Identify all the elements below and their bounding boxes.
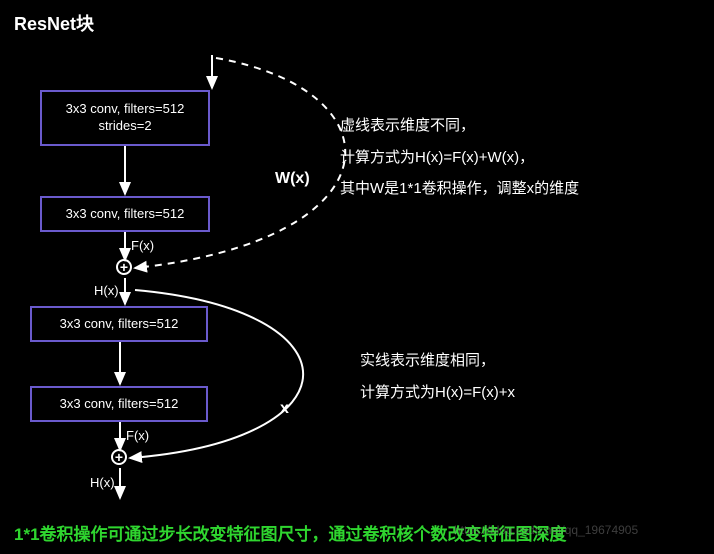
explanation-line: 实线表示维度相同，	[360, 345, 515, 377]
explanation-line: 计算方式为H(x)=F(x)+x	[360, 377, 515, 409]
explanation-dashed: 虚线表示维度不同，计算方式为H(x)=F(x)+W(x)，其中W是1*1卷积操作…	[340, 110, 579, 205]
skip-label-x: x	[280, 400, 289, 418]
explanation-line: 其中W是1*1卷积操作，调整x的维度	[340, 173, 579, 205]
conv-box-1b: 3x3 conv, filters=512	[40, 196, 210, 232]
label-hx-1: H(x)	[94, 283, 119, 298]
watermark-text: https://blog.csdn.net/qq_19674905	[454, 523, 638, 537]
conv-box-line: 3x3 conv, filters=512	[66, 101, 185, 118]
explanation-line: 计算方式为H(x)=F(x)+W(x)，	[340, 142, 579, 174]
conv-box-2b: 3x3 conv, filters=512	[30, 386, 208, 422]
conv-box-line: 3x3 conv, filters=512	[66, 206, 185, 223]
explanation-line: 虚线表示维度不同，	[340, 110, 579, 142]
explanation-solid: 实线表示维度相同，计算方式为H(x)=F(x)+x	[360, 345, 515, 408]
add-node-2: +	[111, 449, 127, 465]
conv-box-2a: 3x3 conv, filters=512	[30, 306, 208, 342]
conv-box-1a: 3x3 conv, filters=512strides=2	[40, 90, 210, 146]
diagram-title: ResNet块	[14, 10, 94, 36]
label-hx-2: H(x)	[90, 475, 115, 490]
skip-label-wx: W(x)	[275, 170, 310, 188]
conv-box-line: 3x3 conv, filters=512	[60, 316, 179, 333]
conv-box-line: 3x3 conv, filters=512	[60, 396, 179, 413]
label-fx-2: F(x)	[126, 428, 149, 443]
conv-box-line: strides=2	[98, 118, 151, 135]
arrows-overlay	[0, 0, 714, 554]
label-fx-1: F(x)	[131, 238, 154, 253]
add-node-1: +	[116, 259, 132, 275]
